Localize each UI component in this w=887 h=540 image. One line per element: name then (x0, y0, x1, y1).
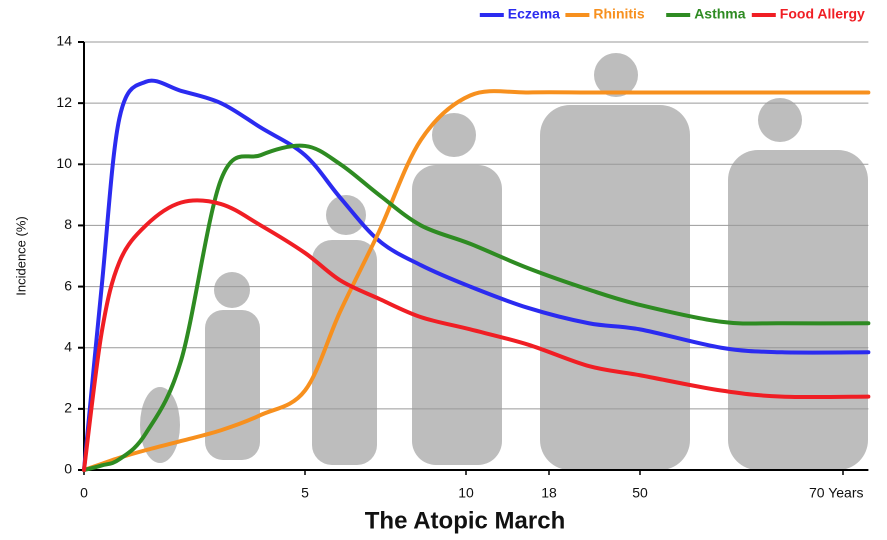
y-tick-label: 8 (64, 216, 72, 232)
x-tick-label: 10 (458, 485, 474, 501)
legend-label: Eczema (508, 6, 560, 22)
y-axis-label: Incidence (%) (13, 216, 28, 295)
legend-label: Rhinitis (593, 6, 645, 22)
chart: The Atopic March Incidence (%) 0 2 4 6 8 10 12… (0, 0, 887, 540)
x-tick-label: 70 Years (809, 485, 864, 501)
legend-label: Food Allergy (780, 6, 865, 22)
x-tick-label: 5 (301, 485, 309, 501)
silhouettes (140, 53, 868, 470)
y-tick-label: 12 (56, 94, 72, 110)
y-tick-label: 0 (64, 461, 72, 477)
legend-label: Asthma (694, 6, 746, 22)
chart-title: The Atopic March (365, 507, 565, 534)
x-tick-label: 0 (80, 485, 88, 501)
y-tick-label: 2 (64, 400, 72, 416)
y-tick-label: 10 (56, 155, 72, 171)
x-tick-label: 50 (632, 485, 648, 501)
y-tick-label: 14 (56, 33, 72, 49)
x-tick-label: 18 (541, 485, 557, 501)
y-tick-label: 4 (64, 338, 72, 354)
y-tick-label: 6 (64, 277, 72, 293)
